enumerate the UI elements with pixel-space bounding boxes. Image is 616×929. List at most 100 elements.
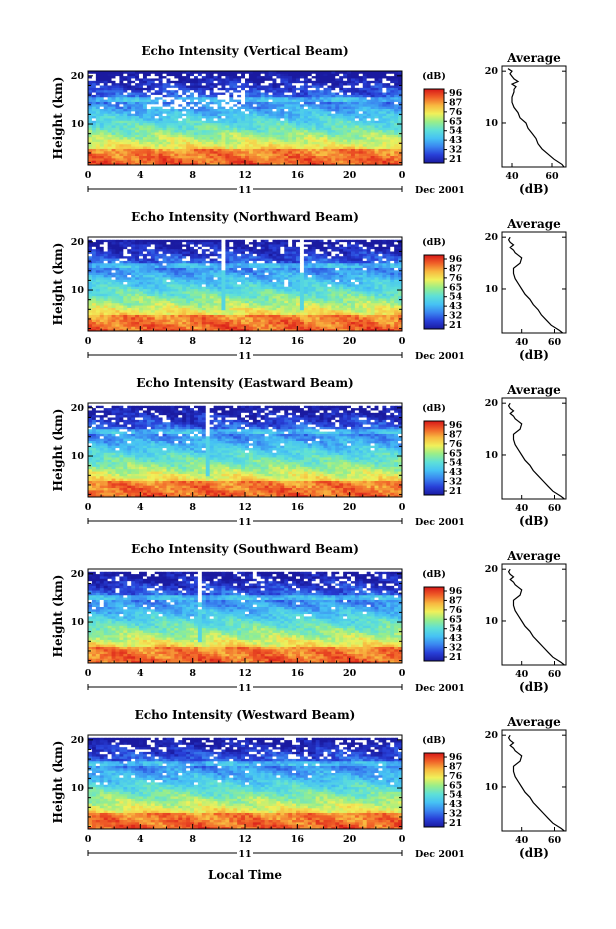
panel-4: Echo Intensity (Southward Beam) 10 20 Heigh… (51, 542, 567, 694)
x-tick-label: 8 (189, 336, 196, 347)
colorbar-tick-label: 43 (449, 633, 462, 644)
colorbar-tick-label: 76 (449, 605, 463, 616)
x-tick-label: 0 (399, 668, 406, 679)
profile-unit: (dB) (519, 182, 549, 196)
profile-x-label: 60 (548, 337, 562, 348)
x-tick-label: 0 (399, 336, 406, 347)
colorbar-unit: (dB) (422, 71, 446, 82)
colorbar-unit: (dB) (422, 735, 446, 746)
profile-unit: (dB) (519, 514, 549, 528)
colorbar-tick-label: 65 (449, 780, 462, 791)
x-tick-label: 0 (85, 336, 92, 347)
date-label: Dec 2001 (415, 185, 465, 196)
profile-line (507, 236, 564, 334)
colorbar-tick-label: 21 (449, 652, 462, 663)
profile-line (507, 68, 565, 168)
colorbar-tick-label: 32 (449, 809, 462, 820)
x-tick-label: 8 (189, 668, 196, 679)
date-label: Dec 2001 (415, 683, 465, 694)
day-label: 11 (238, 683, 251, 694)
colorbar-tick-label: 32 (449, 643, 462, 654)
profile-x-label: 60 (548, 835, 562, 846)
profile-title: Average (506, 715, 561, 729)
profile-x-label: 40 (515, 669, 529, 680)
colorbar (423, 254, 445, 330)
y-tick-label: 10 (71, 617, 85, 628)
colorbar-tick-label: 32 (449, 311, 462, 322)
x-tick-label: 4 (137, 668, 144, 679)
panel-title: Echo Intensity (Southward Beam) (131, 542, 359, 556)
profile-y-label: 20 (485, 730, 499, 741)
panel-5: Echo Intensity (Westward Beam) 10 20 Height… (51, 708, 567, 860)
panel-3: Echo Intensity (Eastward Beam) 10 20 Height… (51, 376, 567, 528)
y-axis-label: Height (km) (51, 243, 65, 326)
y-axis-label: Height (km) (51, 741, 65, 824)
y-tick-label: 20 (71, 237, 85, 248)
y-tick-label: 10 (71, 451, 85, 462)
x-axis-label: Local Time (208, 868, 282, 882)
colorbar-unit: (dB) (422, 403, 446, 414)
x-tick-label: 12 (238, 502, 251, 513)
x-tick-label: 12 (238, 834, 251, 845)
y-axis-label: Height (km) (51, 409, 65, 492)
colorbar-tick-label: 43 (449, 135, 462, 146)
colorbar-tick-label: 96 (449, 88, 463, 99)
colorbar-tick-label: 43 (449, 799, 462, 810)
y-tick-label: 10 (71, 783, 85, 794)
colorbar-tick-label: 65 (449, 116, 462, 127)
profile-x-label: 40 (505, 171, 519, 182)
x-tick-label: 4 (137, 170, 144, 181)
profile-y-label: 20 (485, 398, 499, 409)
profile-frame (501, 563, 567, 666)
y-tick-label: 10 (71, 285, 85, 296)
x-tick-label: 16 (291, 502, 305, 513)
x-tick-label: 0 (85, 834, 92, 845)
colorbar-tick-label: 21 (449, 154, 462, 165)
colorbar-tick-label: 21 (449, 486, 462, 497)
x-tick-label: 0 (85, 170, 92, 181)
panel-title: Echo Intensity (Vertical Beam) (141, 44, 348, 58)
profile-y-label: 10 (485, 284, 499, 295)
day-label: 11 (238, 351, 251, 362)
colorbar-unit: (dB) (422, 237, 446, 248)
colorbar (423, 88, 445, 164)
profile-y-label: 10 (485, 450, 499, 461)
profile-title: Average (506, 383, 561, 397)
colorbar-tick-label: 43 (449, 467, 462, 478)
profile-x-label: 60 (548, 669, 562, 680)
colorbar-tick-label: 54 (449, 292, 463, 303)
day-label-bg (237, 183, 253, 195)
colorbar-tick-label: 54 (449, 624, 463, 635)
y-tick-label: 10 (71, 119, 85, 130)
x-tick-label: 12 (238, 336, 251, 347)
x-tick-label: 0 (399, 502, 406, 513)
colorbar (423, 752, 445, 828)
x-tick-label: 20 (343, 502, 357, 513)
x-tick-label: 16 (291, 170, 305, 181)
colorbar-tick-label: 54 (449, 126, 463, 137)
y-axis-label: Height (km) (51, 77, 65, 160)
y-axis-label: Height (km) (51, 575, 65, 658)
profile-y-label: 20 (485, 66, 499, 77)
colorbar-tick-label: 96 (449, 254, 463, 265)
x-tick-label: 0 (85, 668, 92, 679)
panel-1: Echo Intensity (Vertical Beam) 10 20 Height… (51, 44, 567, 196)
x-tick-label: 8 (189, 502, 196, 513)
colorbar-tick-label: 21 (449, 818, 462, 829)
profile-title: Average (506, 217, 561, 231)
colorbar-tick-label: 21 (449, 320, 462, 331)
x-tick-label: 0 (399, 834, 406, 845)
heatmap-field (88, 71, 403, 166)
profile-y-label: 10 (485, 118, 499, 129)
heatmap-field (88, 237, 403, 332)
panel-title: Echo Intensity (Northward Beam) (131, 210, 359, 224)
profile-line (507, 734, 565, 832)
profile-x-label: 40 (515, 503, 529, 514)
x-tick-label: 8 (189, 834, 196, 845)
day-label: 11 (238, 517, 251, 528)
colorbar-tick-label: 43 (449, 301, 462, 312)
x-tick-label: 4 (137, 336, 144, 347)
panel-title: Echo Intensity (Eastward Beam) (136, 376, 353, 390)
colorbar-tick-label: 96 (449, 420, 463, 431)
